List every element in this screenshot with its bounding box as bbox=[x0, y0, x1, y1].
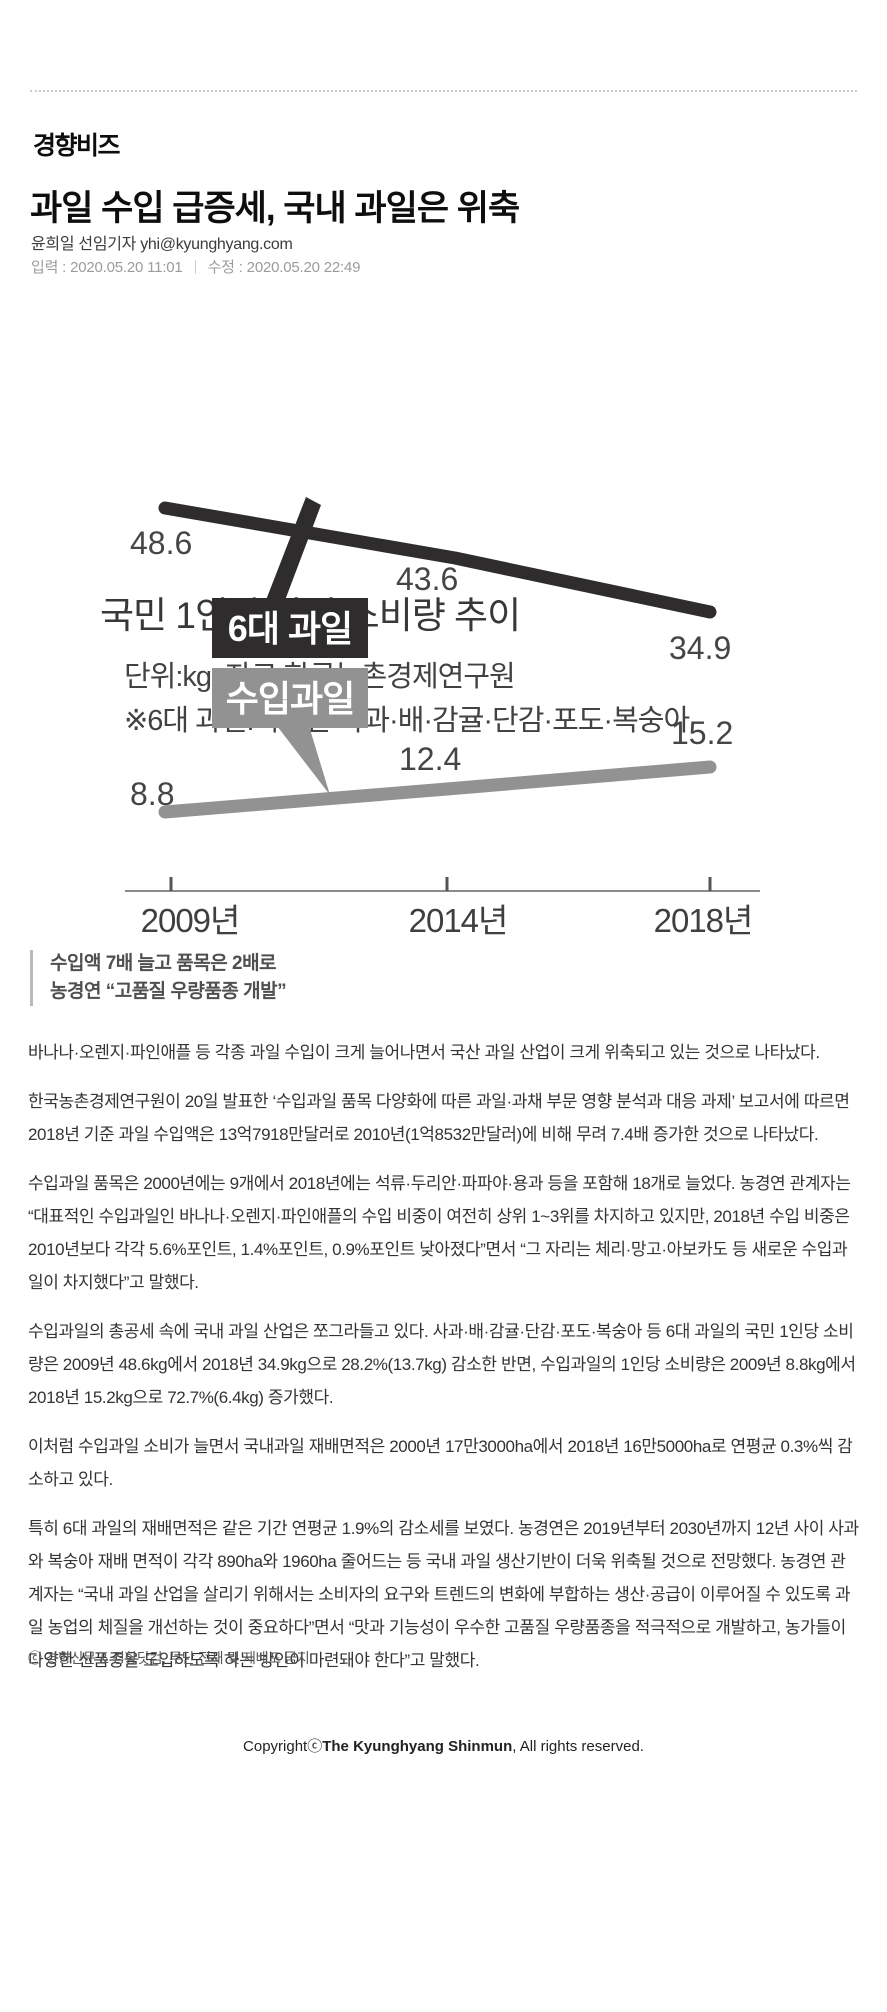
legend-box-domestic bbox=[212, 598, 368, 658]
article-paragraph: 수입과일의 총공세 속에 국내 과일 산업은 쪼그라들고 있다. 사과·배·감귤… bbox=[28, 1322, 856, 1407]
kyunghyang-biz-logo[interactable]: 경향비즈 bbox=[33, 132, 121, 160]
copyright-prefix: Copyrightⓒ bbox=[243, 1738, 323, 1755]
article-paragraph: 바나나·오렌지·파인애플 등 각종 과일 수입이 크게 늘어나면서 국산 과일 … bbox=[28, 1043, 820, 1062]
article-paragraph: 한국농촌경제연구원이 20일 발표한 ‘수입과일 품목 다양화에 따른 과일·과… bbox=[28, 1092, 850, 1144]
byline: 윤희일 선임기자 yhi@kyunghyang.com bbox=[31, 236, 293, 253]
modified-timestamp: 수정 : 2020.05.20 22:49 bbox=[207, 259, 361, 276]
legend-label-imported: 수입과일 bbox=[226, 678, 354, 719]
published-timestamp: 입력 : 2020.05.20 11:01 bbox=[31, 259, 183, 276]
article-body: 바나나·오렌지·파인애플 등 각종 과일 수입이 크게 늘어나면서 국산 과일 … bbox=[28, 1036, 860, 1693]
subhead-quote-block: 수입액 7배 늘고 품목은 2배로 농경연 “고품질 우량품종 개발” bbox=[30, 950, 730, 1006]
chart-svg: 국민 1인당 과일 소비량 추이 단위:kg, 자료:한국농촌경제연구원 ※6대… bbox=[100, 497, 760, 939]
dateline: 입력 : 2020.05.20 11:01 수정 : 2020.05.20 22… bbox=[31, 256, 360, 277]
subhead-line-2: 농경연 “고품질 우량품종 개발” bbox=[50, 981, 287, 1002]
site-copyright: CopyrightⓒThe Kyunghyang Shinmun, All ri… bbox=[0, 1735, 887, 1756]
copyright-suffix: , All rights reserved. bbox=[512, 1738, 644, 1755]
series-line-domestic-fruit bbox=[158, 501, 717, 619]
dateline-divider bbox=[194, 259, 196, 274]
article-paragraph: 특히 6대 과일의 재배면적은 같은 기간 연평균 1.9%의 감소세를 보였다… bbox=[28, 1519, 859, 1670]
series-line-imported-fruit bbox=[158, 760, 717, 819]
legend-label-domestic: 6대 과일 bbox=[228, 608, 352, 649]
value-label-imported-2018: 15.2 bbox=[671, 715, 733, 751]
chart-note: ※6대 과일:국내산 사과·배·감귤·단감·포도·복숭아 bbox=[124, 704, 689, 737]
x-axis-label-2014: 2014년 bbox=[409, 902, 508, 939]
x-axis-label-2009: 2009년 bbox=[141, 902, 240, 939]
value-label-imported-2009: 8.8 bbox=[130, 776, 174, 812]
consumption-line-chart: 국민 1인당 과일 소비량 추이 단위:kg, 자료:한국농촌경제연구원 ※6대… bbox=[0, 280, 887, 945]
value-label-domestic-2014: 43.6 bbox=[396, 561, 458, 597]
article-title: 과일 수입 급증세, 국내 과일은 위축 bbox=[30, 189, 520, 228]
reprint-notice: ⓒ 경향신문 & 경향닷컴, 무단 전재 및 재배포 금지 bbox=[28, 1650, 310, 1666]
article-paragraph: 수입과일 품목은 2000년에는 9개에서 2018년에는 석류·두리안·파파야… bbox=[28, 1174, 851, 1292]
article-paragraph: 이처럼 수입과일 소비가 늘면서 국내과일 재배면적은 2000년 17만300… bbox=[28, 1437, 853, 1489]
subhead-line-1: 수입액 7배 늘고 품목은 2배로 bbox=[50, 953, 277, 974]
x-axis-label-2018: 2018년 bbox=[654, 902, 753, 939]
domestic-legend-callout bbox=[266, 497, 321, 603]
legend-box-imported bbox=[212, 668, 368, 728]
value-label-imported-2014: 12.4 bbox=[399, 741, 461, 777]
value-label-domestic-2009: 48.6 bbox=[130, 525, 192, 561]
imported-legend-callout bbox=[277, 726, 330, 795]
value-label-domestic-2018: 34.9 bbox=[669, 630, 731, 666]
top-dotted-divider bbox=[30, 90, 857, 92]
copyright-name: The Kyunghyang Shinmun bbox=[322, 1738, 513, 1755]
